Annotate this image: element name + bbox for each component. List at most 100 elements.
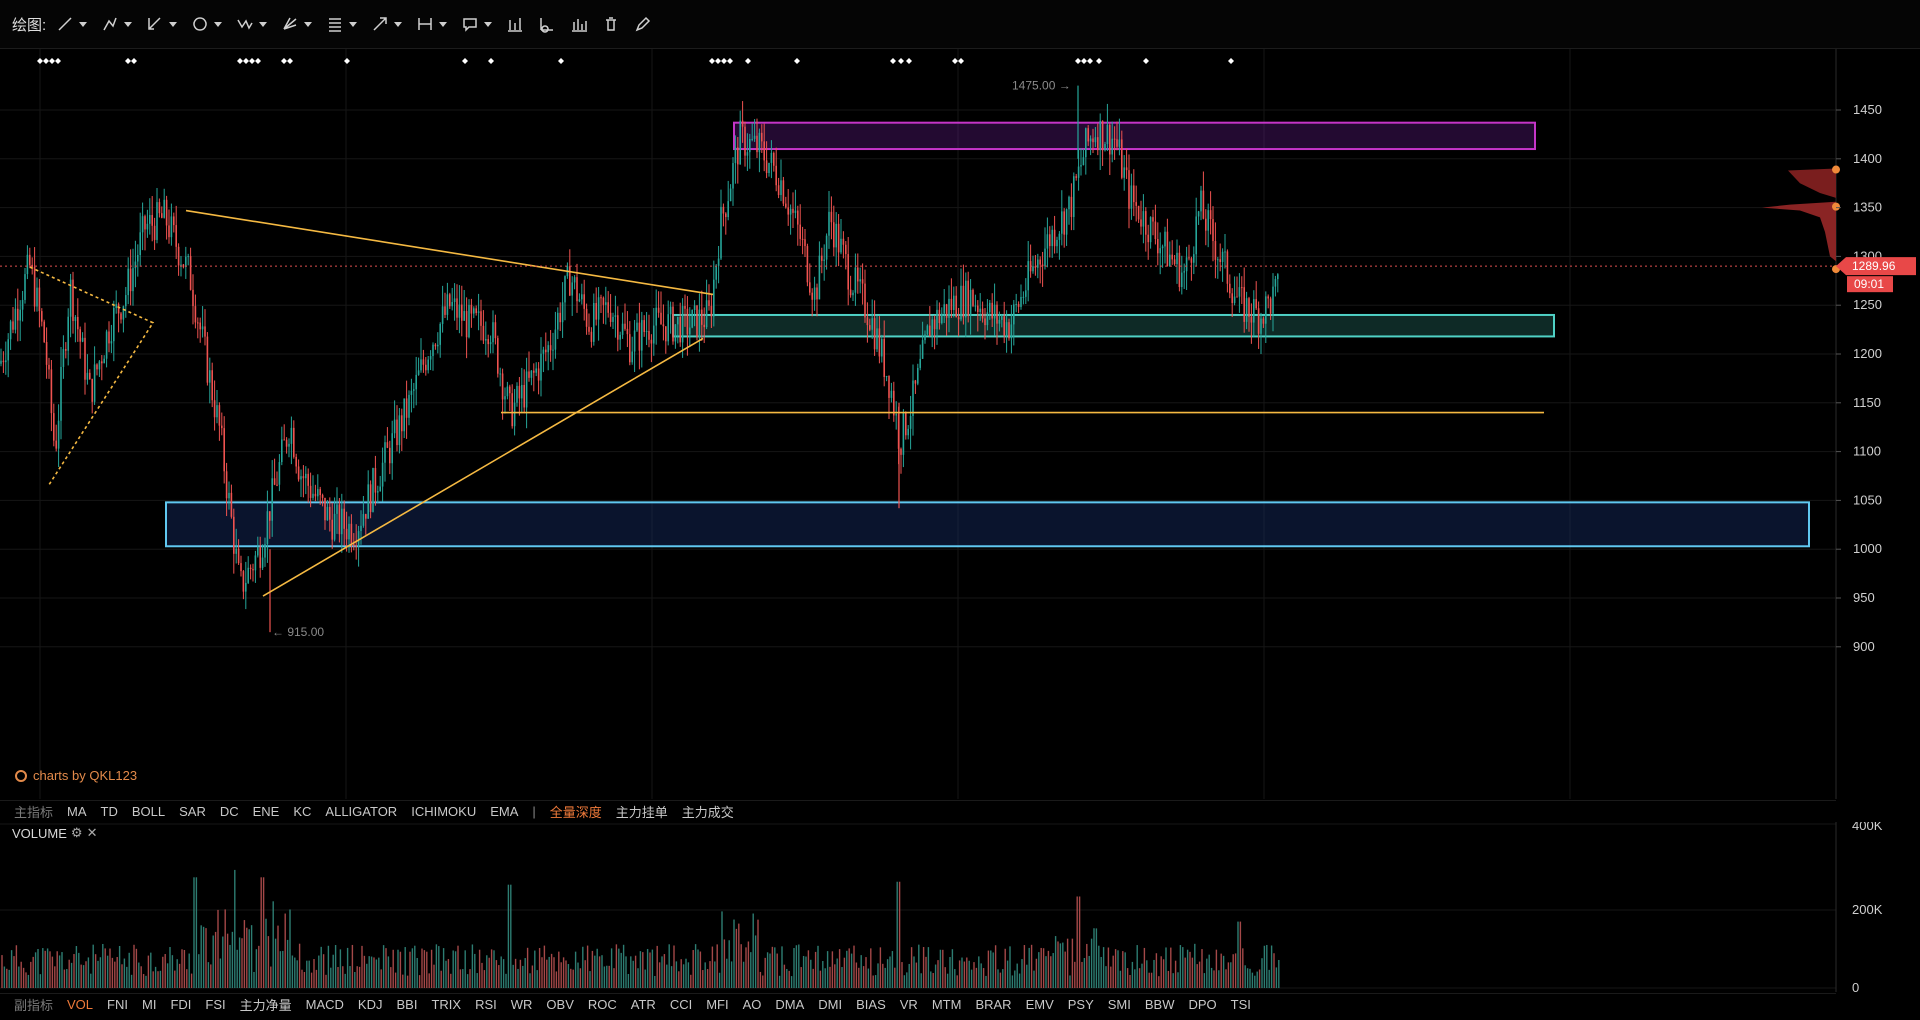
sub-indicator-5[interactable]: FSI	[205, 997, 226, 1012]
sub-indicator-8[interactable]: KDJ	[357, 997, 383, 1012]
volume-bar	[867, 968, 870, 988]
sub-indicator-30[interactable]: TSI	[1230, 997, 1251, 1012]
candle-body	[557, 312, 559, 330]
volume-bar	[654, 975, 656, 988]
chevron-down-icon[interactable]	[169, 21, 178, 27]
depth-option-1[interactable]: 全量深度	[549, 805, 602, 820]
depth-option-2[interactable]: 主力挂单	[615, 805, 668, 820]
text-tool[interactable]	[461, 15, 493, 33]
volume-bar	[831, 951, 834, 988]
volume-bar	[766, 952, 769, 988]
sub-indicator-27[interactable]: SMI	[1107, 997, 1131, 1012]
sub-indicator-12[interactable]: WR	[510, 997, 533, 1012]
sub-indicator-29[interactable]: DPO	[1188, 997, 1217, 1012]
indicator-tool[interactable]	[506, 15, 524, 33]
multi-line-tool[interactable]	[101, 15, 133, 33]
indicator-boll[interactable]: BOLL	[131, 804, 166, 819]
sub-indicator-28[interactable]: BBW	[1144, 997, 1175, 1012]
candle-body	[403, 398, 405, 432]
sub-indicator-1[interactable]: VOL	[67, 997, 94, 1012]
volume-tool[interactable]	[570, 15, 588, 33]
sub-indicator-6[interactable]: 主力净量	[239, 998, 292, 1013]
candle-body	[787, 207, 789, 215]
sub-indicator-10[interactable]: TRIX	[431, 997, 462, 1012]
volume-bar	[1153, 959, 1155, 988]
sub-indicator-18[interactable]: AO	[742, 997, 762, 1012]
sub-indicator-3[interactable]: MI	[141, 997, 157, 1012]
volume-bar	[973, 962, 975, 988]
gann-tool[interactable]	[281, 15, 313, 33]
volume-bar	[1148, 972, 1150, 988]
candle-body	[218, 405, 221, 426]
chevron-down-icon[interactable]	[214, 21, 223, 27]
indicator-ema[interactable]: EMA	[490, 804, 519, 819]
gear-icon[interactable]: ⚙	[70, 825, 83, 840]
chevron-down-icon[interactable]	[79, 21, 88, 27]
main-indicator-label: 主指标	[14, 805, 54, 820]
indicator-sar[interactable]: SAR	[179, 804, 206, 819]
fib-tool[interactable]	[326, 15, 358, 33]
volume-bar	[826, 951, 829, 988]
sub-indicator-16[interactable]: CCI	[669, 997, 693, 1012]
volume-bar	[1244, 965, 1246, 988]
compare-tool[interactable]	[538, 15, 556, 33]
indicator-ma[interactable]: MA	[67, 804, 87, 819]
volume-bar	[162, 956, 164, 988]
chevron-down-icon[interactable]	[484, 21, 493, 27]
chevron-down-icon[interactable]	[349, 21, 358, 27]
sub-indicator-14[interactable]: ROC	[587, 997, 617, 1012]
volume-chart[interactable]: 400K 200K 0	[0, 822, 1920, 992]
sub-indicator-17[interactable]: MFI	[706, 997, 729, 1012]
measure-tool[interactable]	[416, 15, 448, 33]
candle-body	[516, 385, 518, 403]
sub-indicator-26[interactable]: PSY	[1067, 997, 1094, 1012]
indicator-alligator[interactable]: ALLIGATOR	[325, 804, 398, 819]
close-icon[interactable]: ✕	[86, 825, 98, 840]
channel-tool[interactable]	[146, 15, 178, 33]
sub-indicator-7[interactable]: MACD	[305, 997, 344, 1012]
candle-body	[739, 120, 741, 165]
chevron-down-icon[interactable]	[439, 21, 448, 27]
chevron-down-icon[interactable]	[304, 21, 313, 27]
chevron-down-icon[interactable]	[124, 21, 133, 27]
arrow-tool[interactable]	[371, 15, 403, 33]
sub-indicator-19[interactable]: DMA	[775, 997, 805, 1012]
delete-tool[interactable]	[602, 15, 620, 33]
sub-indicator-20[interactable]: DMI	[818, 997, 843, 1012]
indicator-kc[interactable]: KC	[293, 804, 312, 819]
candle-body	[391, 433, 393, 464]
candle-body	[1116, 139, 1118, 147]
sub-indicator-4[interactable]: FDI	[170, 997, 192, 1012]
pattern-tool[interactable]	[236, 15, 268, 33]
chevron-down-icon[interactable]	[259, 21, 268, 27]
indicator-dc[interactable]: DC	[219, 804, 239, 819]
edit-tool[interactable]	[634, 15, 652, 33]
sub-indicator-25[interactable]: EMV	[1025, 997, 1054, 1012]
volume-bar	[73, 954, 75, 988]
sub-indicator-9[interactable]: BBI	[396, 997, 418, 1012]
indicator-td[interactable]: TD	[100, 804, 118, 819]
sub-indicator-23[interactable]: MTM	[931, 997, 962, 1012]
sub-indicator-21[interactable]: BIAS	[856, 997, 886, 1012]
volume-bar	[846, 950, 848, 988]
depth-option-3[interactable]: 主力成交	[681, 805, 734, 820]
candle-body	[333, 513, 336, 540]
sub-indicator-13[interactable]: OBV	[546, 997, 574, 1012]
sub-indicator-22[interactable]: VR	[899, 997, 918, 1012]
sub-indicator-2[interactable]: FNI	[107, 997, 128, 1012]
sub-indicator-15[interactable]: ATR	[630, 997, 656, 1012]
candlestick-chart[interactable]: 1450140013501300125012001150110010501000…	[0, 49, 1920, 799]
sub-indicator-24[interactable]: BRAR	[975, 997, 1012, 1012]
sub-indicator-11[interactable]: RSI	[475, 997, 497, 1012]
candle-body	[290, 427, 293, 444]
indicator-ichimoku[interactable]: ICHIMOKU	[411, 804, 477, 819]
volume-bar	[980, 963, 982, 988]
trend-line-tool[interactable]	[56, 15, 88, 33]
volume-bar	[1218, 970, 1220, 988]
shape-tool[interactable]	[191, 15, 223, 33]
volume-bar	[430, 949, 433, 988]
candle-body	[561, 302, 564, 323]
candle-body	[1142, 211, 1145, 227]
indicator-ene[interactable]: ENE	[252, 804, 280, 819]
chevron-down-icon[interactable]	[394, 21, 403, 27]
